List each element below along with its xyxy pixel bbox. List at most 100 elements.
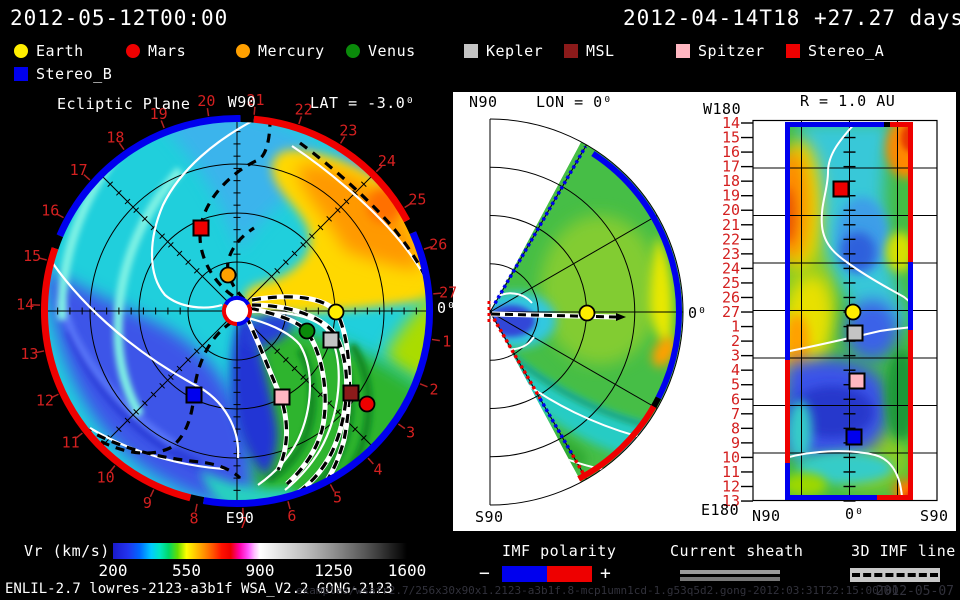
dial-spoke-tick <box>309 233 315 239</box>
dial-day-label: 20 <box>197 92 215 110</box>
dial-spoke-tick <box>159 383 165 389</box>
current-sheet-line <box>251 310 340 491</box>
current-sheet-line <box>89 427 226 471</box>
dial-day-label: 15 <box>23 247 41 265</box>
legend-label: Mercury <box>258 41 325 60</box>
marker-kepler <box>846 324 864 342</box>
earth-sight-arrow <box>616 313 626 321</box>
plot-label: W90 <box>228 93 257 111</box>
dial-spoke-tick <box>274 267 281 274</box>
current-sheet-line <box>490 292 535 351</box>
dial-day-tick <box>329 484 335 492</box>
dial-spoke-tick <box>107 181 114 188</box>
dial-day-tick <box>375 165 383 173</box>
color-region <box>150 116 330 250</box>
dial-day-label: 17 <box>70 161 88 179</box>
map-day-label: 2 <box>731 332 740 350</box>
current-sheet-line <box>43 249 240 459</box>
stereo_b-swatch <box>12 64 30 83</box>
dial-rim-arc <box>51 234 64 250</box>
imf-line-dash <box>852 573 938 577</box>
dial-spoke-tick <box>124 198 131 205</box>
earth-swatch <box>12 41 30 60</box>
map-day-label: 6 <box>731 390 740 408</box>
map-day-label: 21 <box>722 216 740 234</box>
plot-label: S90 <box>475 508 504 526</box>
color-region <box>46 270 251 506</box>
legend-item-stereo_a: Stereo_A <box>784 40 884 60</box>
wedge-edge-polarity <box>493 145 588 305</box>
color-region <box>540 215 660 365</box>
dial-spoke-tick <box>317 224 324 231</box>
plot-label: 0⁰ <box>688 304 707 322</box>
earth-sight-line <box>491 312 617 319</box>
map-day-label: 7 <box>731 405 740 423</box>
mars-swatch <box>124 41 142 60</box>
imf-line-dashed <box>198 119 272 298</box>
dial-rim-arc <box>240 115 255 123</box>
watermark-text: examples/wsafr2.7/256x30x90x1.2123-a3b1f… <box>296 584 899 597</box>
legend-label: Venus <box>368 41 416 60</box>
dial-spoke-tick <box>133 207 140 214</box>
dial-spoke-tick <box>167 241 174 248</box>
marker-layer <box>185 180 866 446</box>
wedge-edge-polarity <box>570 454 588 479</box>
dial-spoke-tick <box>283 357 289 363</box>
imf-line-dashed <box>251 303 349 496</box>
map-day-label: 10 <box>722 448 740 466</box>
spitzer-swatch <box>674 41 692 60</box>
marker-stereo_a <box>192 219 210 237</box>
dial-day-label: 8 <box>189 510 198 528</box>
legend-label: Mars <box>148 41 187 60</box>
marker-spitzer <box>273 388 291 406</box>
plot-label: S90 <box>920 507 949 525</box>
color-region <box>840 232 876 272</box>
dial-spoke-tick <box>133 408 140 415</box>
dial-day-label: 26 <box>429 235 447 253</box>
legend-item-earth: Earth <box>12 40 84 60</box>
venus-swatch <box>344 41 362 60</box>
plot-label: N90 <box>752 507 781 525</box>
plot-label: N90 <box>469 93 498 111</box>
dial-spoke-tick <box>116 426 122 432</box>
dial-day-label: 6 <box>287 507 296 525</box>
map-day-label: 13 <box>722 492 740 510</box>
color-region <box>785 473 827 497</box>
legend-label: Kepler <box>486 41 544 60</box>
dial-spoke-tick <box>334 207 341 214</box>
dial-day-tick <box>38 257 47 261</box>
dial-rim-arc <box>41 247 192 502</box>
dial-day-label: 23 <box>339 122 357 140</box>
dial-spoke-tick <box>283 259 289 265</box>
dial-day-label: 2 <box>429 380 438 398</box>
wedge-radial-line <box>489 215 658 313</box>
dial-day-tick <box>419 383 428 388</box>
marker-msl <box>342 384 360 402</box>
dial-rim-arc <box>189 494 205 505</box>
dial-day-label: 24 <box>378 152 396 170</box>
dial-spoke-tick <box>193 348 200 355</box>
imf-polarity-label: IMF polarity <box>502 542 617 560</box>
dial-day-tick <box>433 292 442 295</box>
start-timestamp: 2012-04-14T18 +27.27 days <box>623 6 960 30</box>
dial-spoke-tick <box>334 408 341 415</box>
dial-day-tick <box>404 202 412 209</box>
imf-minus-sign: − <box>479 563 490 584</box>
color-region <box>113 167 184 418</box>
map-day-label: 19 <box>722 187 740 205</box>
dial-spoke-tick <box>142 400 148 406</box>
dial-day-tick <box>56 213 64 219</box>
dial-day-label: 16 <box>41 202 59 220</box>
legend-label: Stereo_A <box>808 41 885 60</box>
marker-stereo_b <box>185 386 203 404</box>
colorbar-tick-label: 550 <box>172 561 201 580</box>
dial-day-label: 5 <box>333 489 342 507</box>
color-region <box>886 232 913 272</box>
plot-label: E180 <box>701 501 739 519</box>
dial-day-label: 18 <box>106 128 124 146</box>
marker-earth <box>327 303 345 321</box>
marker-earth <box>844 303 862 321</box>
dial-day-tick <box>339 136 346 144</box>
